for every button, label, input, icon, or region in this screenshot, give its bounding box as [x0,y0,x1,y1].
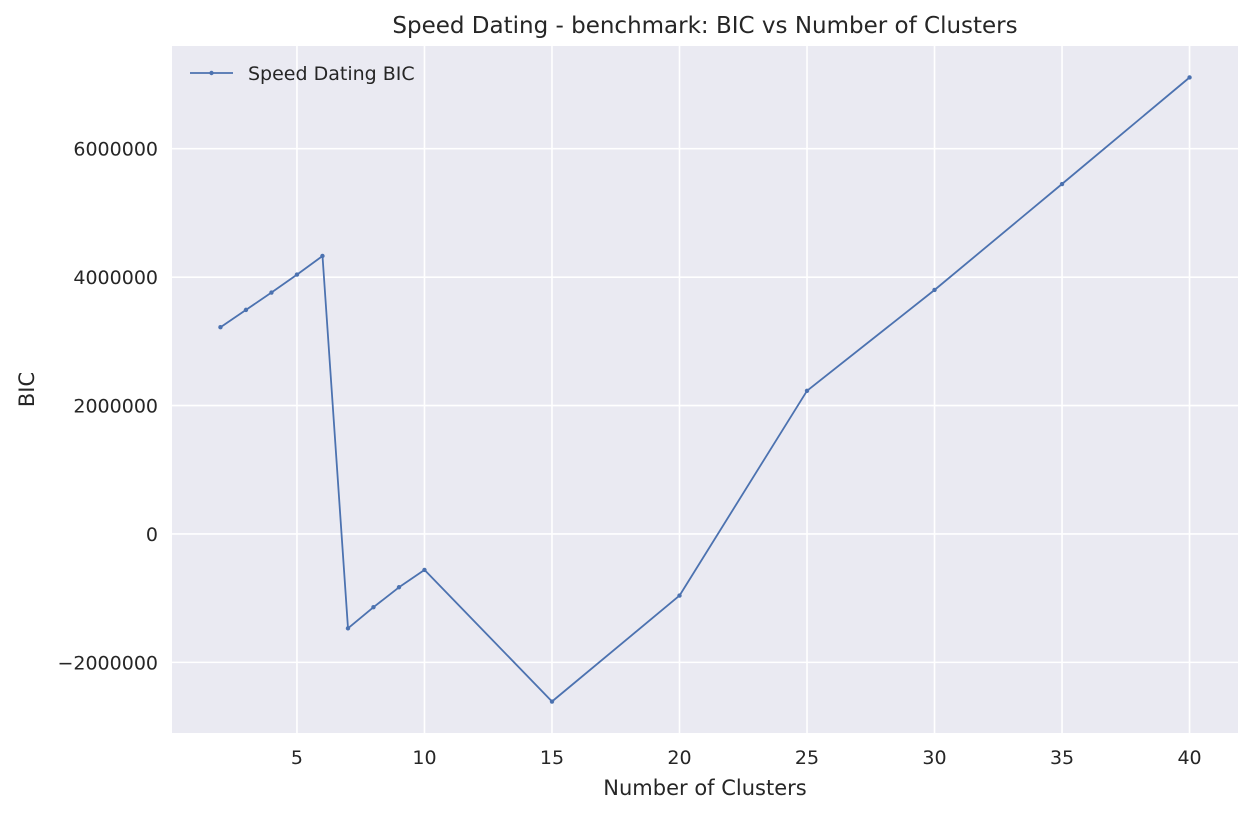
y-tick-label: 6000000 [73,139,158,161]
data-point [549,699,555,704]
data-point [294,272,300,277]
data-point [1059,181,1065,187]
x-tick-label: 10 [412,747,436,769]
data-point [804,388,810,393]
x-tick-label: 25 [795,747,819,769]
data-point [1187,75,1192,80]
data-point [396,585,402,590]
x-tick-label: 35 [1050,747,1074,769]
data-point [269,290,274,295]
chart-title: Speed Dating - benchmark: BIC vs Number … [392,13,1017,39]
x-tick-label: 30 [922,747,946,769]
data-point [345,626,351,631]
data-point [320,253,325,259]
y-tick-label: −2000000 [57,652,158,674]
legend-marker-swatch [209,70,214,76]
x-tick-label: 40 [1177,747,1201,769]
legend-label: Speed Dating BIC [248,63,415,85]
data-point [422,567,427,573]
y-tick-label: 0 [146,524,158,546]
y-axis-label: BIC [15,372,39,407]
data-point [371,604,376,610]
legend: Speed Dating BIC [190,63,415,85]
x-axis-label: Number of Clusters [603,776,806,800]
data-point [218,325,223,330]
data-point [243,307,249,313]
x-tick-label: 15 [540,747,564,769]
x-tick-label: 5 [291,747,303,769]
data-point [932,287,937,293]
plot-area [172,46,1238,733]
y-tick-label: 2000000 [73,396,158,418]
data-point [677,593,682,598]
y-tick-label: 4000000 [73,267,158,289]
x-tick-label: 20 [667,747,691,769]
